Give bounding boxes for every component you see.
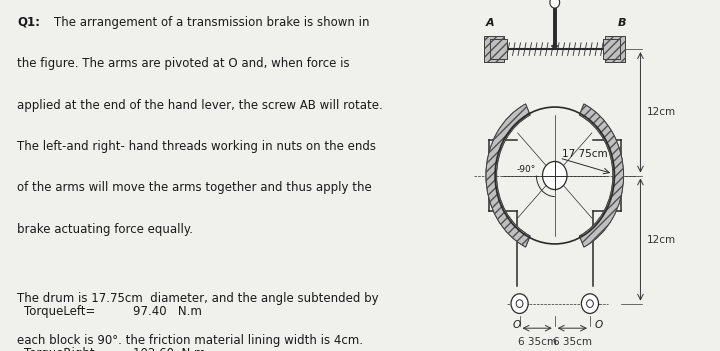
Text: brake actuating force equally.: brake actuating force equally. (17, 223, 193, 236)
Text: each block is 90°. the friction material lining width is 4cm.: each block is 90°. the friction material… (17, 334, 363, 347)
Text: 12cm: 12cm (647, 234, 676, 245)
Bar (490, 39, 507, 59)
Text: Q1:: Q1: (17, 16, 40, 29)
Bar (485, 36, 504, 62)
Text: 12cm: 12cm (647, 107, 676, 117)
Text: O: O (595, 320, 603, 330)
Text: of the arms will move the arms together and thus apply the: of the arms will move the arms together … (17, 181, 372, 194)
Text: 97.40   N.m: 97.40 N.m (132, 305, 202, 318)
Text: The drum is 17.75cm  diameter, and the angle subtended by: The drum is 17.75cm diameter, and the an… (17, 292, 379, 305)
Bar (606, 36, 625, 62)
Circle shape (581, 294, 598, 313)
Bar (490, 39, 507, 59)
Text: 6 35cm: 6 35cm (553, 337, 592, 347)
Text: 17 75cm: 17 75cm (562, 150, 608, 159)
Bar (606, 36, 625, 62)
Circle shape (511, 294, 528, 313)
Wedge shape (486, 104, 530, 247)
Bar (603, 39, 620, 59)
Text: the figure. The arms are pivoted at O and, when force is: the figure. The arms are pivoted at O an… (17, 57, 350, 70)
Text: TorqueLeft=: TorqueLeft= (24, 305, 95, 318)
Circle shape (516, 300, 523, 307)
Bar (485, 36, 504, 62)
Circle shape (550, 0, 559, 8)
Text: The left-and right- hand threads working in nuts on the ends: The left-and right- hand threads working… (17, 140, 376, 153)
Circle shape (543, 161, 567, 190)
Text: A: A (486, 18, 495, 28)
Text: -90°: -90° (516, 165, 535, 174)
Text: B: B (618, 18, 626, 28)
Text: 6 35cm: 6 35cm (518, 337, 557, 347)
Text: 102.60  N.m: 102.60 N.m (132, 347, 205, 351)
Bar (603, 39, 620, 59)
Text: TorqueRight=: TorqueRight= (24, 347, 104, 351)
Text: O: O (513, 320, 521, 330)
Wedge shape (580, 104, 624, 247)
Circle shape (587, 300, 593, 307)
Text: applied at the end of the hand lever, the screw AB will rotate.: applied at the end of the hand lever, th… (17, 99, 383, 112)
Text: The arrangement of a transmission brake is shown in: The arrangement of a transmission brake … (53, 16, 369, 29)
